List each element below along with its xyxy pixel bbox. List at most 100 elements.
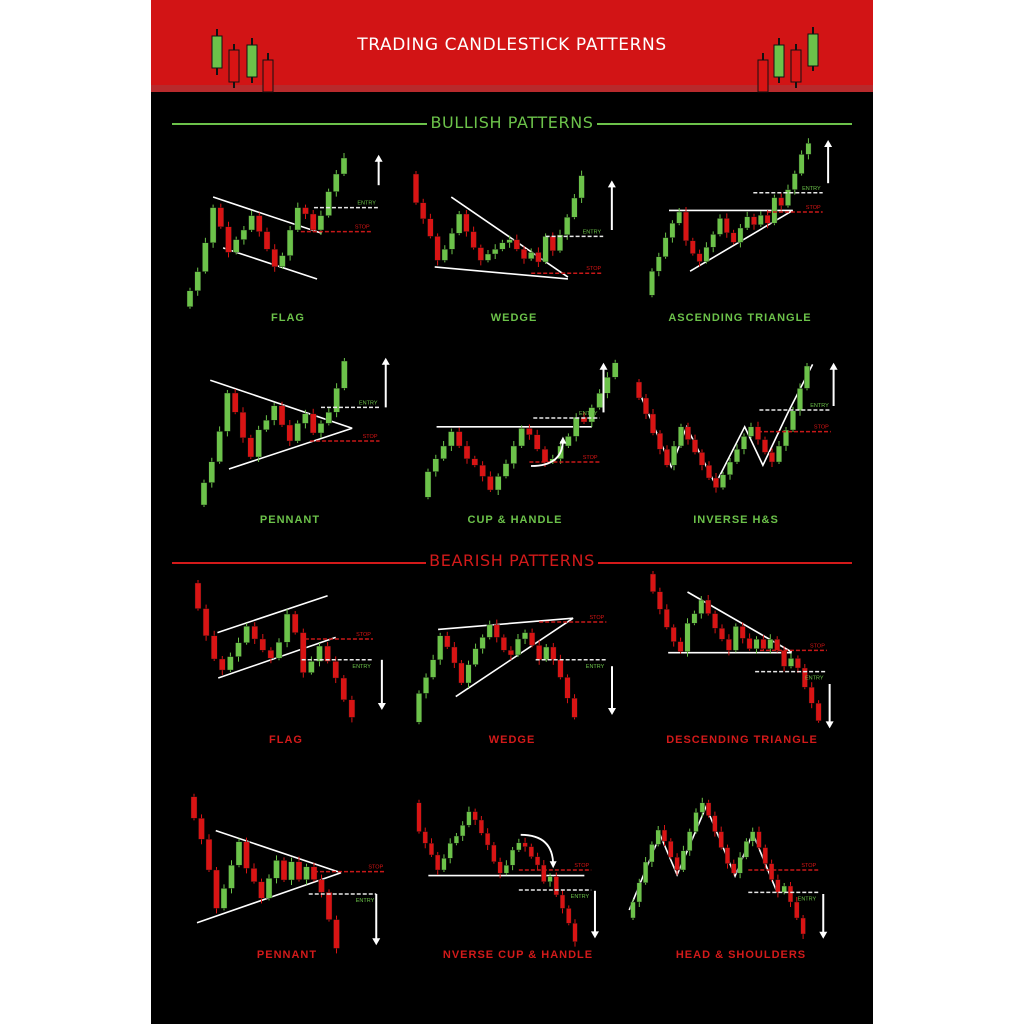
candle-body [762,439,768,453]
candle [769,448,775,467]
candle [499,239,506,252]
candle [231,389,239,415]
candle-body [734,449,740,463]
candle-body [731,863,737,874]
header-candle [228,49,240,83]
candle-body [669,222,676,238]
candle-body [422,831,428,844]
candle [300,628,307,678]
candle [491,842,497,864]
candle [771,194,778,226]
stop-label: STOP [814,425,829,431]
header-candle [807,33,819,67]
header-candle [757,59,769,93]
candle [762,844,768,869]
candle-body [416,802,422,832]
candle-body [710,234,717,248]
candle-body [705,599,712,614]
candle-body [550,646,557,661]
header-candle [262,59,274,93]
candle-body [703,246,710,262]
candle [224,390,231,437]
candle-body [248,215,255,231]
candle-body [288,861,295,881]
candle-body [564,677,571,699]
candle [209,204,217,248]
stop-label: STOP [363,434,378,440]
candle-body [471,458,478,466]
candle-body [529,632,536,646]
candle-body [209,207,217,244]
bullish-title-text: BULLISH PATTERNS [427,113,597,132]
candle-body [225,226,232,253]
candle-body [258,881,265,899]
candle-body [500,637,507,651]
candle-body [463,213,470,232]
candle-body [325,412,332,424]
candle [317,420,325,438]
candle-body [750,831,756,842]
entry-label: ENTRY [586,664,605,670]
candle-body [428,843,435,856]
candle [451,642,458,668]
stop-label: STOP [806,205,821,211]
stop-label: STOP [583,455,598,461]
candle [755,421,761,445]
candle-body [712,815,718,832]
candle-body [671,445,677,466]
candle [332,656,339,684]
candle-body [294,207,301,231]
candle [441,854,447,872]
candle [543,644,550,662]
candle [712,811,718,837]
trend-line [438,617,574,631]
candle [210,630,218,661]
candle [219,656,226,676]
arrow-down-icon [608,666,617,715]
candle-body [649,271,655,296]
candle [741,433,747,455]
candle-body [518,428,525,447]
bearish-title-text: BEARISH PATTERNS [426,551,598,570]
candle-body [325,191,332,216]
candle-body [534,856,541,866]
candle [699,797,705,818]
candle [194,267,201,296]
pattern-bullish-2: ENTRY STOP [649,138,833,298]
candle-body [430,659,437,678]
arrow-up-icon [607,180,616,230]
candle [684,618,691,657]
candle [333,170,340,197]
entry-label: ENTRY [579,411,598,417]
candle-body [664,449,670,466]
candle-body [604,377,611,394]
candle-body [557,659,564,678]
candle-body [506,239,513,244]
candle-body [460,825,466,837]
candle [340,153,348,176]
candle-body [348,699,356,718]
candle [790,406,796,432]
candle [676,208,683,226]
candle [726,634,732,656]
bearish-section-title: BEARISH PATTERNS [151,551,873,570]
candle [235,838,243,868]
candle-body [522,632,529,640]
candle [416,799,422,834]
candle-body [719,628,725,640]
entry-label: ENTRY [583,229,602,235]
candle [734,444,740,464]
candle [255,425,262,462]
candle-body [478,819,484,834]
candle [486,620,493,640]
candle [566,905,572,926]
candle-body [493,624,500,638]
candle [310,210,317,232]
candle-body [250,868,258,882]
candle [604,372,611,399]
candle [471,455,478,468]
candle-body [308,661,315,673]
candle-body [800,917,806,935]
candle-body [295,861,303,880]
candle [465,660,472,688]
